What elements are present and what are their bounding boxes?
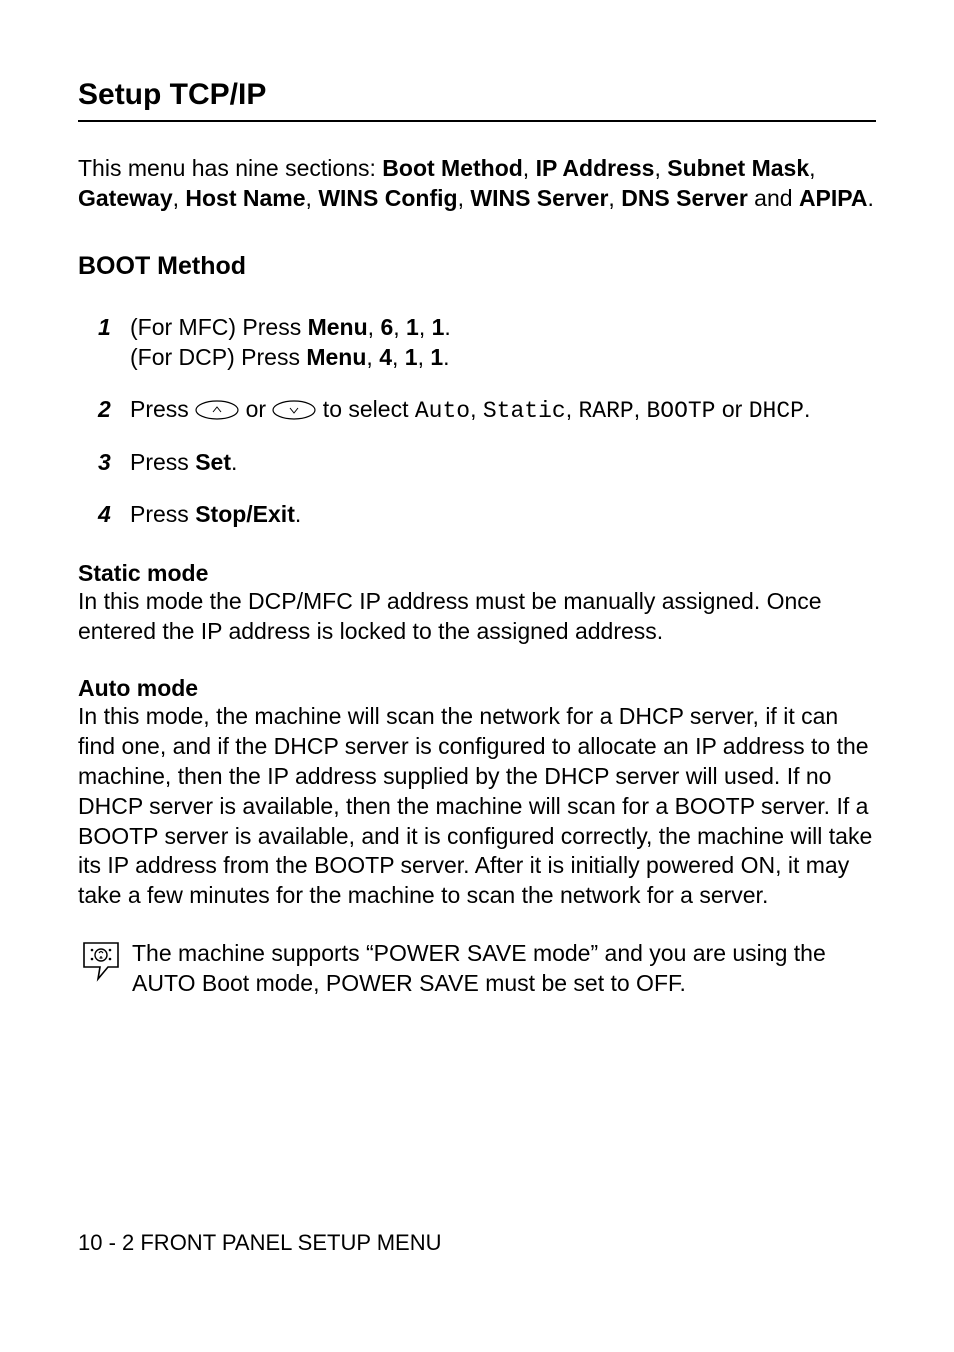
s3-pre: Press xyxy=(130,449,195,475)
note-block: The machine supports “POWER SAVE mode” a… xyxy=(78,939,876,999)
s2-or: or xyxy=(715,396,748,422)
s1-l2-end: . xyxy=(443,344,449,370)
s4-pre: Press xyxy=(130,501,195,527)
section-title: Setup TCP/IP xyxy=(78,78,876,122)
s1-l1-b4: 1 xyxy=(432,314,445,340)
step-number: 1 xyxy=(98,313,130,373)
s1-l1-b3: 1 xyxy=(406,314,419,340)
intro-term: . xyxy=(868,185,874,211)
step-body: Press Stop/Exit. xyxy=(130,500,876,530)
auto-mode-text: In this mode, the machine will scan the … xyxy=(78,702,876,911)
s1-l1-end: . xyxy=(444,314,450,340)
s2-m4: BOOTP xyxy=(646,398,715,424)
s2-post: to select xyxy=(316,396,414,422)
page-footer: 10 - 2 FRONT PANEL SETUP MENU xyxy=(78,1230,442,1256)
step-3: 3 Press Set. xyxy=(98,448,876,478)
s2-m3: RARP xyxy=(578,398,633,424)
s2-pre: Press xyxy=(130,396,195,422)
step-1: 1 (For MFC) Press Menu, 6, 1, 1. (For DC… xyxy=(98,313,876,373)
s1-l1-c2: , xyxy=(393,314,406,340)
s1-l2-b4: 1 xyxy=(430,344,443,370)
intro-item-3: Gateway xyxy=(78,185,173,211)
intro-item-5: WINS Config xyxy=(318,185,457,211)
up-button-icon xyxy=(195,400,239,420)
s4-end: . xyxy=(295,501,301,527)
intro-item-6: WINS Server xyxy=(470,185,608,211)
s2-m5: DHCP xyxy=(749,398,804,424)
step-number: 2 xyxy=(98,395,130,427)
s2-c3: , xyxy=(634,396,647,422)
intro-item-0: Boot Method xyxy=(382,155,523,181)
note-icon xyxy=(78,939,126,983)
s4-bold: Stop/Exit xyxy=(195,501,295,527)
intro-prefix: This menu has nine sections: xyxy=(78,155,382,181)
subsection-title: BOOT Method xyxy=(78,252,876,281)
s1-l2-b3: 1 xyxy=(405,344,418,370)
s3-end: . xyxy=(231,449,237,475)
s1-l2-c3: , xyxy=(418,344,431,370)
s1-l2-c1: , xyxy=(366,344,379,370)
s1-l2-pre: (For DCP) Press xyxy=(130,344,306,370)
step-2: 2 Press or to select Auto, Static, RARP,… xyxy=(98,395,876,427)
step-4: 4 Press Stop/Exit. xyxy=(98,500,876,530)
intro-item-1: IP Address xyxy=(536,155,655,181)
s1-l2-menu: Menu xyxy=(306,344,366,370)
step-list: 1 (For MFC) Press Menu, 6, 1, 1. (For DC… xyxy=(98,313,876,530)
s2-c2: , xyxy=(566,396,579,422)
s1-l1-b2: 6 xyxy=(380,314,393,340)
step-number: 3 xyxy=(98,448,130,478)
s2-mid: or xyxy=(239,396,272,422)
s1-l2-b2: 4 xyxy=(379,344,392,370)
s2-m1: Auto xyxy=(415,398,470,424)
step-body: Press or to select Auto, Static, RARP, B… xyxy=(130,395,876,427)
down-button-icon xyxy=(272,400,316,420)
step-body: Press Set. xyxy=(130,448,876,478)
s1-l1-pre: (For MFC) Press xyxy=(130,314,308,340)
s1-l1-c3: , xyxy=(419,314,432,340)
intro-item-7: DNS Server xyxy=(621,185,748,211)
intro-item-4: Host Name xyxy=(185,185,305,211)
s2-end: . xyxy=(804,396,810,422)
static-mode-heading: Static mode xyxy=(78,560,876,587)
static-mode-text: In this mode the DCP/MFC IP address must… xyxy=(78,587,876,647)
s2-m2: Static xyxy=(483,398,566,424)
intro-joiner: and xyxy=(748,185,799,211)
s1-l1-menu: Menu xyxy=(308,314,368,340)
s2-c1: , xyxy=(470,396,483,422)
intro-last: APIPA xyxy=(799,185,868,211)
step-body: (For MFC) Press Menu, 6, 1, 1. (For DCP)… xyxy=(130,313,876,373)
auto-mode-heading: Auto mode xyxy=(78,675,876,702)
step-number: 4 xyxy=(98,500,130,530)
intro-item-2: Subnet Mask xyxy=(667,155,809,181)
s3-bold: Set xyxy=(195,449,231,475)
s1-l1-c1: , xyxy=(368,314,381,340)
intro-paragraph: This menu has nine sections: Boot Method… xyxy=(78,154,876,214)
note-text: The machine supports “POWER SAVE mode” a… xyxy=(132,939,876,999)
s1-l2-c2: , xyxy=(392,344,405,370)
